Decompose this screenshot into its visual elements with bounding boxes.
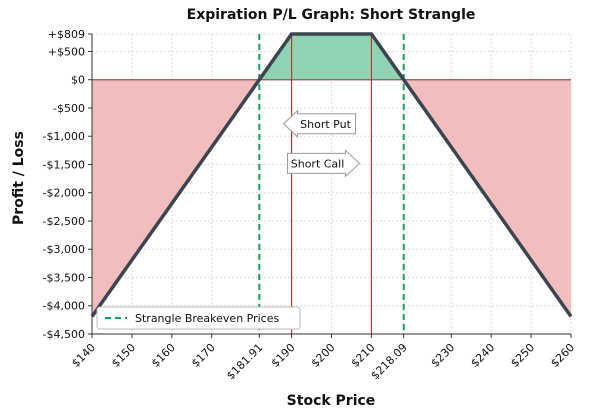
- profit-region: [259, 34, 404, 80]
- chart-title: Expiration P/L Graph: Short Strangle: [187, 7, 476, 23]
- y-tick-label-7: -$2,500: [43, 215, 85, 228]
- plot-area: +$809 +$500 $0 -$500 -$1,000 -$1,500 -$2,000 -$…: [43, 28, 578, 382]
- x-tick-label-8: $218.09: [368, 341, 409, 382]
- x-tick-label-12: $260: [548, 341, 577, 370]
- annotation-label-0: Short Put: [300, 118, 351, 131]
- x-tick-label-9: $230: [428, 341, 457, 370]
- y-axis-title: Profit / Loss: [11, 131, 27, 225]
- y-tick-label-1: +$500: [48, 45, 85, 58]
- x-tick-label-2: $160: [149, 341, 178, 370]
- y-tick-label-0: +$809: [48, 28, 85, 41]
- x-tick-label-10: $240: [468, 341, 497, 370]
- x-tick-label-11: $250: [508, 341, 537, 370]
- legend-box: [96, 306, 301, 330]
- legend-label: Strangle Breakeven Prices: [135, 312, 279, 325]
- x-tick-label-5: $190: [269, 341, 298, 370]
- x-tick-label-1: $150: [109, 341, 138, 370]
- y-tick-label-11: -$4,500: [43, 328, 85, 341]
- y-tick-label-2: $0: [71, 74, 85, 87]
- y-tick-label-6: -$2,000: [43, 187, 85, 200]
- annotation-label-1: Short Call: [291, 157, 345, 170]
- y-tick-label-5: -$1,500: [43, 158, 85, 171]
- x-tick-label-7: $210: [349, 341, 378, 370]
- x-tick-label-6: $200: [309, 341, 338, 370]
- y-tick-label-3: -$500: [53, 102, 85, 115]
- x-tick-label-0: $140: [69, 341, 98, 370]
- y-tick-label-4: -$1,000: [43, 130, 85, 143]
- annotation-arrow-1: [287, 149, 361, 178]
- pl-line: [90, 32, 573, 318]
- y-tick-label-10: -$4,000: [43, 300, 85, 313]
- x-axis-title: Stock Price: [287, 393, 376, 409]
- x-tick-label-3: $170: [189, 341, 218, 370]
- y-tick-label-9: -$3,500: [43, 271, 85, 284]
- y-tick-label-8: -$3,000: [43, 243, 85, 256]
- loss-region-right: [403, 79, 571, 317]
- x-tick-label-4: $181.91: [224, 341, 265, 382]
- annotation-arrow-0: [282, 109, 357, 138]
